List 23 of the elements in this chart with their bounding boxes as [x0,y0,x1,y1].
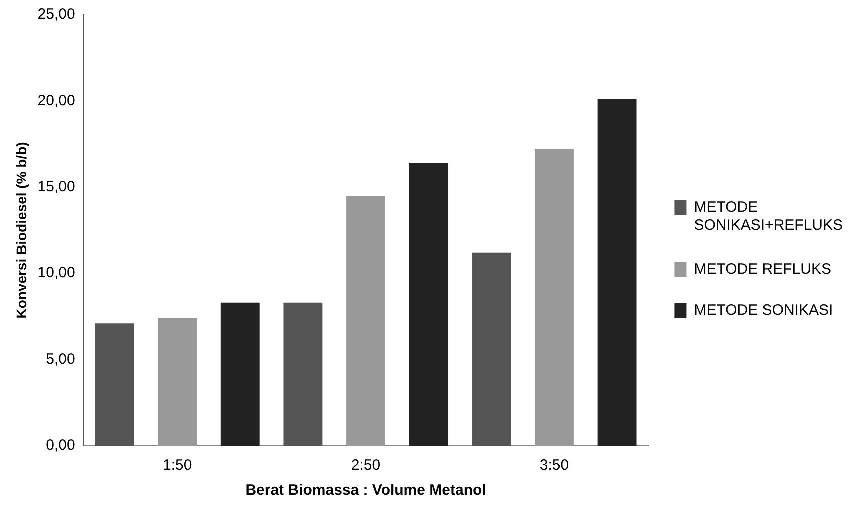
bar [158,318,198,446]
x-tick-label: 3:50 [540,457,570,474]
legend-label: METODE SONIKASI [694,302,834,320]
legend-label: METODE SONIKASI+REFLUKS [694,199,844,234]
bar [472,252,512,446]
y-tick-label: 15,00 [38,178,76,196]
y-tick-label: 25,00 [38,6,76,24]
y-tick-label: 5,00 [46,350,76,368]
y-axis-title: Konversi Biodiesel (% b/b) [13,142,30,319]
bar [535,149,574,446]
y-tick-label: 0,00 [46,437,76,454]
bar [346,196,386,446]
bar [598,99,637,446]
bar [409,163,448,446]
x-axis-title: Berat Biomassa : Volume Metanol [246,482,486,500]
y-tick-label: 20,00 [38,92,76,110]
legend-label: METODE REFLUKS [694,261,832,278]
y-tick-label: 10,00 [38,264,76,282]
x-tick-label: 2:50 [351,457,381,474]
bar [95,324,134,446]
x-tick-label: 1:50 [162,457,192,474]
bar [220,302,260,446]
bar [284,302,323,446]
